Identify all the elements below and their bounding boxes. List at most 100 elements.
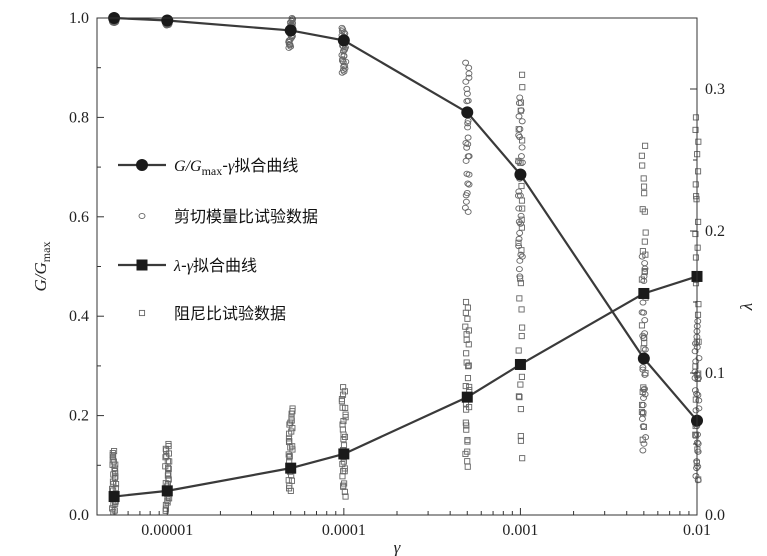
- damping-ratio-test-point: [519, 71, 526, 78]
- damping-ratio-test-point: [640, 175, 647, 182]
- damping-ratio-test-point: [695, 476, 702, 483]
- damping-ratio-test-point: [692, 431, 699, 438]
- y-right-axis-label: λ: [737, 303, 756, 311]
- x-axis-label: γ: [394, 538, 402, 556]
- shear-modulus-test-point: [639, 402, 647, 409]
- damping-ratio-test-point: [515, 239, 522, 246]
- damping-ratio-test-point: [641, 269, 648, 276]
- damping-ratio-test-point: [465, 327, 472, 334]
- shear-modulus-test-point: [639, 447, 647, 454]
- damping-ratio-test-point: [111, 465, 118, 472]
- damping-ratio-test-point: [519, 205, 526, 212]
- damping-ratio-test-point: [463, 359, 470, 366]
- damping-ratio-test-group: [638, 142, 649, 443]
- damping-ratio-test-point: [638, 152, 645, 159]
- damping-ratio-test-point: [692, 181, 699, 188]
- damping-ratio-test-group: [462, 298, 473, 470]
- damping-ratio-test-point: [695, 218, 702, 225]
- damping-ratio-test-point: [462, 309, 469, 316]
- shear-modulus-test-point: [641, 317, 649, 324]
- axes: 0.0 0.2 0.4 0.6 0.8 1.0 0.0 0.1 0.2 0.3 0.00001 0.0…: [31, 10, 756, 556]
- shear-modulus-test-point: [517, 212, 525, 219]
- y-right-tick-label: 0.3: [705, 81, 725, 98]
- damping-ratio-test-point: [462, 323, 469, 330]
- damping-ratio-test-point: [518, 182, 525, 190]
- shear-modulus-test-point: [462, 59, 470, 66]
- damping-ratio-test-group: [162, 440, 173, 514]
- damping-ratio-test-point: [639, 248, 646, 255]
- damping-ratio-test-point: [464, 448, 471, 455]
- y-right-tick-label: 0.2: [705, 223, 725, 240]
- shear-modulus-test-point: [515, 205, 523, 212]
- damping-ratio-test-point: [694, 244, 701, 251]
- shear-modulus-test-point: [465, 153, 473, 160]
- shear-modulus-test-point: [463, 85, 471, 93]
- shear-modulus-test-point: [640, 394, 647, 402]
- damping-ratio-test-point: [340, 442, 348, 449]
- damping-ratio-test-point: [518, 306, 525, 313]
- damping-ratio-test-point: [518, 216, 525, 223]
- damping-ratio-test-point: [517, 381, 524, 388]
- damping-ratio-test-point: [517, 406, 524, 413]
- shear-modulus-test-point: [464, 134, 472, 141]
- damping-ratio-test-point: [641, 334, 648, 341]
- damping-ratio-test-point: [464, 375, 472, 382]
- damping-ratio-test-point: [110, 471, 117, 478]
- y-right-tick-label: 0.1: [705, 365, 725, 382]
- damping-ratio-test-point: [340, 384, 347, 391]
- damping-ratio-test-point: [465, 363, 472, 370]
- shear-modulus-test-point: [464, 124, 472, 131]
- damping-ratio-test-point: [692, 114, 700, 121]
- damping-ratio-test-point: [288, 428, 295, 435]
- shear-modulus-test-point: [692, 358, 700, 365]
- damping-ratio-test-point: [518, 197, 526, 204]
- damping-ratio-test-point: [466, 404, 473, 411]
- damping-ratio-test-point: [639, 206, 646, 213]
- damping-ratio-test-point: [465, 341, 472, 348]
- legend-entry: λ-γ拟合曲线: [118, 256, 257, 275]
- lambda-fit-line: [113, 275, 698, 498]
- shear-modulus-test-point: [639, 364, 647, 371]
- x-tick-label: 0.0001: [322, 522, 366, 539]
- shear-modulus-test-point: [465, 181, 473, 188]
- damping-ratio-test-point: [517, 432, 524, 440]
- damping-ratio-test-point: [515, 157, 522, 164]
- damping-ratio-test-point: [518, 333, 525, 340]
- shear-modulus-test-point: [641, 260, 649, 267]
- damping-ratio-test-point: [464, 315, 471, 322]
- shear-modulus-test-point: [464, 97, 472, 104]
- shear-modulus-test-point: [640, 440, 648, 447]
- y-right-tick-label: 0.0: [705, 507, 725, 524]
- y-left-tick-label: 0.0: [69, 507, 89, 524]
- shear-modulus-test-point: [694, 318, 702, 325]
- legend-label: 阻尼比试验数据: [174, 304, 286, 323]
- damping-ratio-test-point: [339, 426, 346, 433]
- damping-ratio-test-point: [695, 168, 702, 175]
- damping-ratio-test-point: [462, 383, 469, 390]
- shear-modulus-test-point: [463, 190, 471, 197]
- shear-modulus-test-point: [464, 141, 472, 148]
- damping-ratio-test-point: [341, 388, 348, 395]
- damping-ratio-test-point: [519, 84, 526, 91]
- damping-ratio-test-point: [516, 394, 523, 401]
- y-left-tick-label: 0.2: [69, 408, 89, 425]
- legend-label: G/Gmax-γ拟合曲线: [174, 156, 298, 178]
- damping-ratio-test-point: [288, 477, 296, 484]
- shear-modulus-test-point: [514, 192, 522, 199]
- shear-modulus-test-point: [515, 235, 523, 243]
- shear-modulus-test-point: [464, 120, 472, 127]
- damping-ratio-test-point: [642, 229, 649, 236]
- damping-ratio-test-point: [638, 322, 646, 329]
- damping-ratio-test-point: [638, 276, 645, 283]
- damping-ratio-test-point: [518, 373, 525, 380]
- damping-ratio-test-point: [517, 99, 525, 106]
- damping-ratio-test-point: [518, 247, 525, 254]
- damping-ratio-test-point: [339, 391, 347, 398]
- damping-ratio-test-point: [341, 480, 348, 487]
- lambda-fit-point: [514, 358, 526, 370]
- shear-modulus-test-point: [339, 66, 347, 73]
- shear-modulus-test-point: [641, 330, 649, 337]
- shear-modulus-test-point: [463, 144, 471, 151]
- damping-ratio-test-group: [515, 71, 526, 462]
